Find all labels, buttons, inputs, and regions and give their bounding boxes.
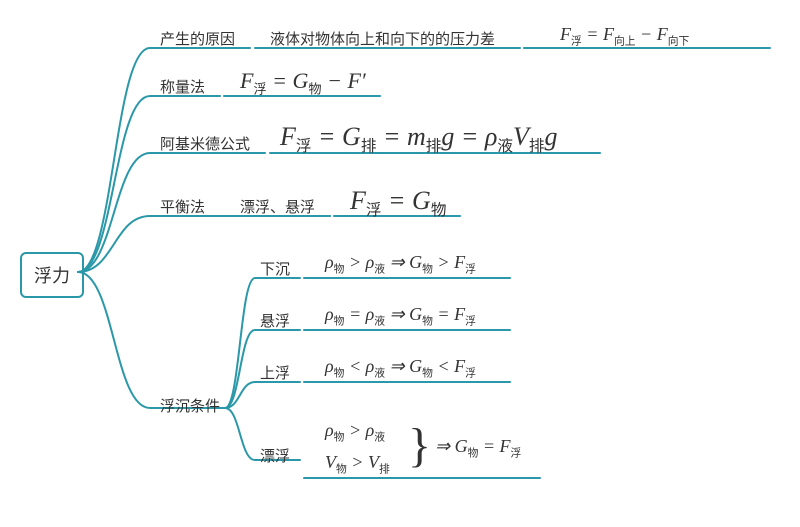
suspend-label: 悬浮: [260, 310, 290, 331]
branch-balance-note: 漂浮、悬浮: [240, 196, 315, 217]
sink-label: 下沉: [260, 258, 290, 279]
float-formula-a: ρ物 > ρ液: [325, 420, 385, 445]
sink-formula: ρ物 > ρ液 ⇒ G物 > F浮: [325, 252, 476, 277]
float-formula-b: V物 > V排: [325, 452, 390, 477]
branch-cause-note: 液体对物体向上和向下的的压力差: [270, 28, 495, 49]
branch-weigh-formula: F浮 = G物 − F′: [240, 68, 366, 97]
branch-cause-formula: F浮 = F向上 − F向下: [560, 24, 689, 49]
suspend-formula: ρ物 = ρ液 ⇒ G物 = F浮: [325, 304, 476, 329]
branch-balance-label: 平衡法: [160, 196, 205, 217]
branch-archimedes-formula: F浮 = G排 = m排g = ρ液V排g: [280, 122, 558, 156]
branch-weigh-label: 称量法: [160, 76, 205, 97]
branch-sink-float-label: 浮沉条件: [160, 395, 220, 416]
root-label: 浮力: [34, 266, 70, 286]
float-formula-r: ⇒ G物 = F浮: [435, 436, 521, 461]
rise-label: 上浮: [260, 362, 290, 383]
brace-icon: }: [408, 422, 431, 470]
branch-balance-formula: F浮 = G物: [350, 186, 446, 220]
branch-cause-label: 产生的原因: [160, 28, 235, 49]
branch-archimedes-label: 阿基米德公式: [160, 133, 250, 154]
rise-formula: ρ物 < ρ液 ⇒ G物 < F浮: [325, 356, 476, 381]
root-node: 浮力: [20, 252, 84, 298]
float-label: 漂浮: [260, 445, 290, 466]
